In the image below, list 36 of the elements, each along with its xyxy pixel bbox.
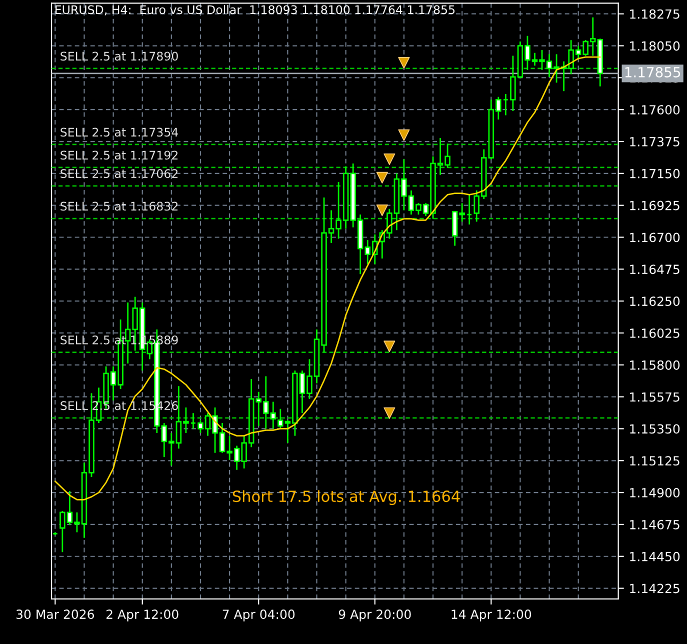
y-tick-label: 1.16925	[630, 200, 680, 210]
ref-line-label: SELL 2.5 at 1.17192	[60, 150, 178, 160]
y-tick-label: 1.16700	[630, 232, 680, 242]
y-tick-label: 1.18275	[630, 9, 680, 19]
y-tick-label: 1.17600	[630, 105, 680, 115]
y-tick-label: 1.14450	[630, 552, 680, 562]
ref-line-label: SELL 2.5 at 1.17354	[60, 128, 178, 137]
ref-line-label: SELL 2.5 at 1.17890	[60, 52, 178, 61]
point	[376, 172, 388, 184]
annotation: Short 17.5 lots at Avg. 1.1664	[232, 490, 460, 506]
ref-line-label: 1.17855	[625, 66, 680, 78]
y-tick-label: 1.14900	[630, 488, 680, 498]
point	[384, 340, 396, 352]
x-tick-label: 14 Apr 12:00	[452, 610, 532, 622]
y-tick-label: 1.14675	[630, 520, 680, 530]
y-tick-label: 1.16475	[630, 264, 680, 274]
y-tick-label: 1.14225	[630, 584, 680, 594]
point	[384, 407, 396, 419]
x-tick-label: 9 Apr 20:00	[338, 610, 411, 622]
point	[398, 56, 410, 69]
point	[398, 129, 410, 141]
y-tick-label: 1.17150	[630, 168, 680, 178]
y-tick-label: 1.17375	[630, 136, 680, 146]
point	[384, 153, 396, 166]
point	[376, 204, 388, 216]
y-tick-label: 1.15125	[630, 456, 680, 466]
y-tick-label: 1.18050	[630, 41, 680, 51]
x-tick-label: 30 Mar 2026	[16, 610, 94, 620]
y-tick-label: 1.15575	[630, 392, 680, 402]
y-tick-label: 1.15800	[630, 360, 680, 370]
y-tick-label: 1.15350	[630, 424, 680, 434]
x-tick-label: 7 Apr 04:00	[222, 610, 295, 622]
y-tick-label: 1.16250	[630, 296, 680, 306]
y-tick-label: 1.16025	[630, 328, 680, 338]
chart-title: EURUSD, H4: Euro vs US Dollar 1.18093 1.18100 1.17764 1.17855	[56, 5, 455, 16]
x-tick-label: 2 Apr 12:00	[106, 610, 178, 622]
